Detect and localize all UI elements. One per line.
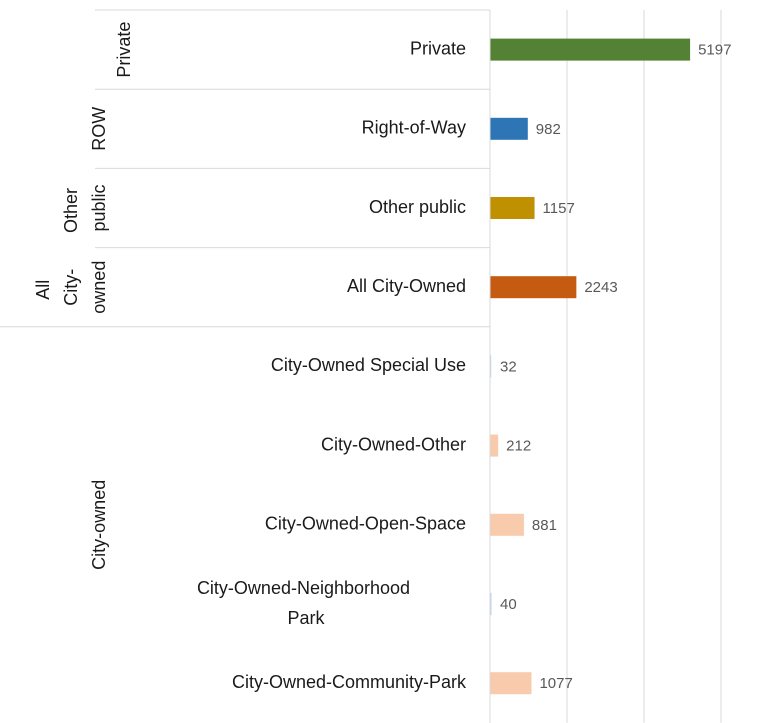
- category-label: City-Owned-Community-Park: [232, 672, 467, 692]
- bar: [490, 593, 492, 615]
- value-label: 881: [532, 517, 557, 534]
- bar: [490, 434, 499, 457]
- bar: [490, 355, 492, 378]
- group-label: Private: [114, 22, 134, 78]
- value-label: 5197: [698, 42, 731, 59]
- value-label: 40: [500, 596, 517, 613]
- group-label: ROW: [89, 107, 109, 151]
- category-label: Right-of-Way: [362, 118, 466, 138]
- category-label: City-Owned-Neighborhood Park: [197, 578, 415, 628]
- category-label: Private: [410, 38, 466, 58]
- category-label: City-Owned-Other: [321, 434, 466, 454]
- value-label: 1157: [543, 200, 575, 217]
- bar: [490, 672, 532, 695]
- value-label: 982: [536, 121, 561, 138]
- bar: [490, 276, 577, 299]
- group-label: City-owned: [89, 480, 109, 570]
- bar: [490, 513, 524, 536]
- bar: [490, 117, 528, 140]
- value-label: 1077: [539, 675, 572, 692]
- value-label: 212: [506, 438, 531, 455]
- bar: [490, 38, 691, 61]
- bar: [490, 197, 535, 219]
- category-label: City-Owned-Open-Space: [265, 514, 466, 534]
- value-label: 2243: [584, 279, 617, 296]
- category-label: All City-Owned: [347, 276, 466, 296]
- group-label: All City-owned: [33, 261, 109, 314]
- category-label: Other public: [369, 197, 466, 217]
- group-label: Other public: [61, 183, 109, 233]
- category-label: City-Owned Special Use: [271, 355, 466, 375]
- value-label: 32: [500, 358, 517, 375]
